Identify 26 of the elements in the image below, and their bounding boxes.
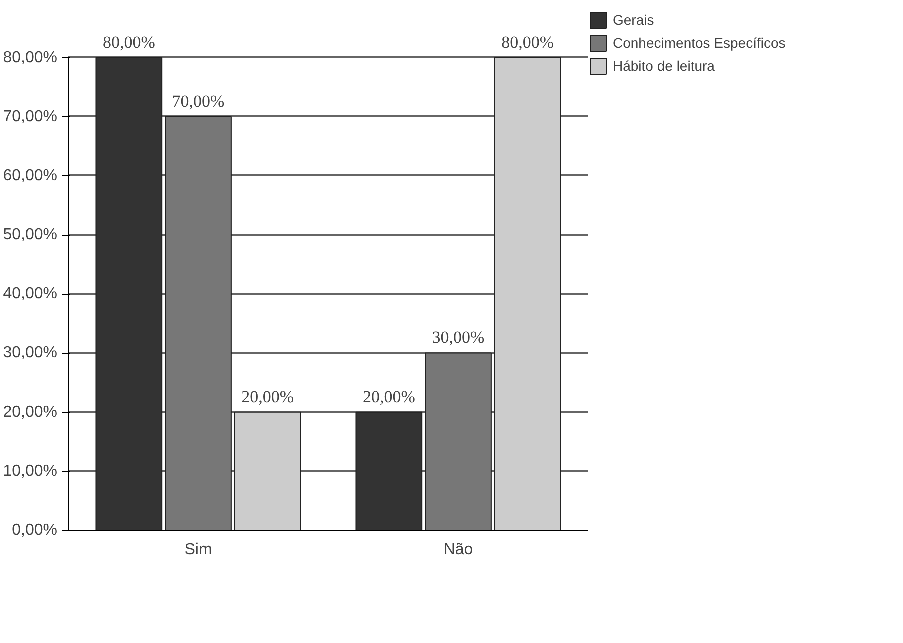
data-label: 70,00%: [172, 92, 225, 111]
bar: [96, 57, 163, 530]
data-label: 20,00%: [362, 387, 416, 406]
x-tick-label: Não: [444, 542, 474, 558]
y-tick-label: 70,00%: [3, 108, 58, 126]
legend-label: Gerais: [613, 12, 654, 28]
y-tick-label: 10,00%: [3, 462, 58, 480]
x-tick-label: Sim: [184, 542, 212, 558]
y-tick-label: 0,00%: [12, 522, 58, 539]
data-label: 30,00%: [432, 328, 485, 348]
data-label: 80,00%: [102, 32, 156, 52]
bar: [234, 412, 302, 530]
y-tick-label: 60,00%: [3, 167, 58, 184]
legend-label: Conhecimentos Específicos: [613, 35, 786, 51]
bar: [165, 116, 232, 530]
y-tick-label: 80,00%: [3, 49, 58, 66]
data-label: 20,00%: [242, 387, 294, 406]
y-tick-label: 40,00%: [3, 286, 58, 303]
bar: [494, 57, 562, 530]
y-tick-label: 50,00%: [3, 226, 58, 244]
bar: [425, 352, 492, 530]
data-label: 80,00%: [502, 32, 554, 52]
bar: [356, 412, 423, 530]
y-tick-label: 20,00%: [3, 404, 58, 421]
y-tick-label: 30,00%: [3, 344, 58, 362]
legend-label: Hábito de leitura: [613, 58, 715, 74]
